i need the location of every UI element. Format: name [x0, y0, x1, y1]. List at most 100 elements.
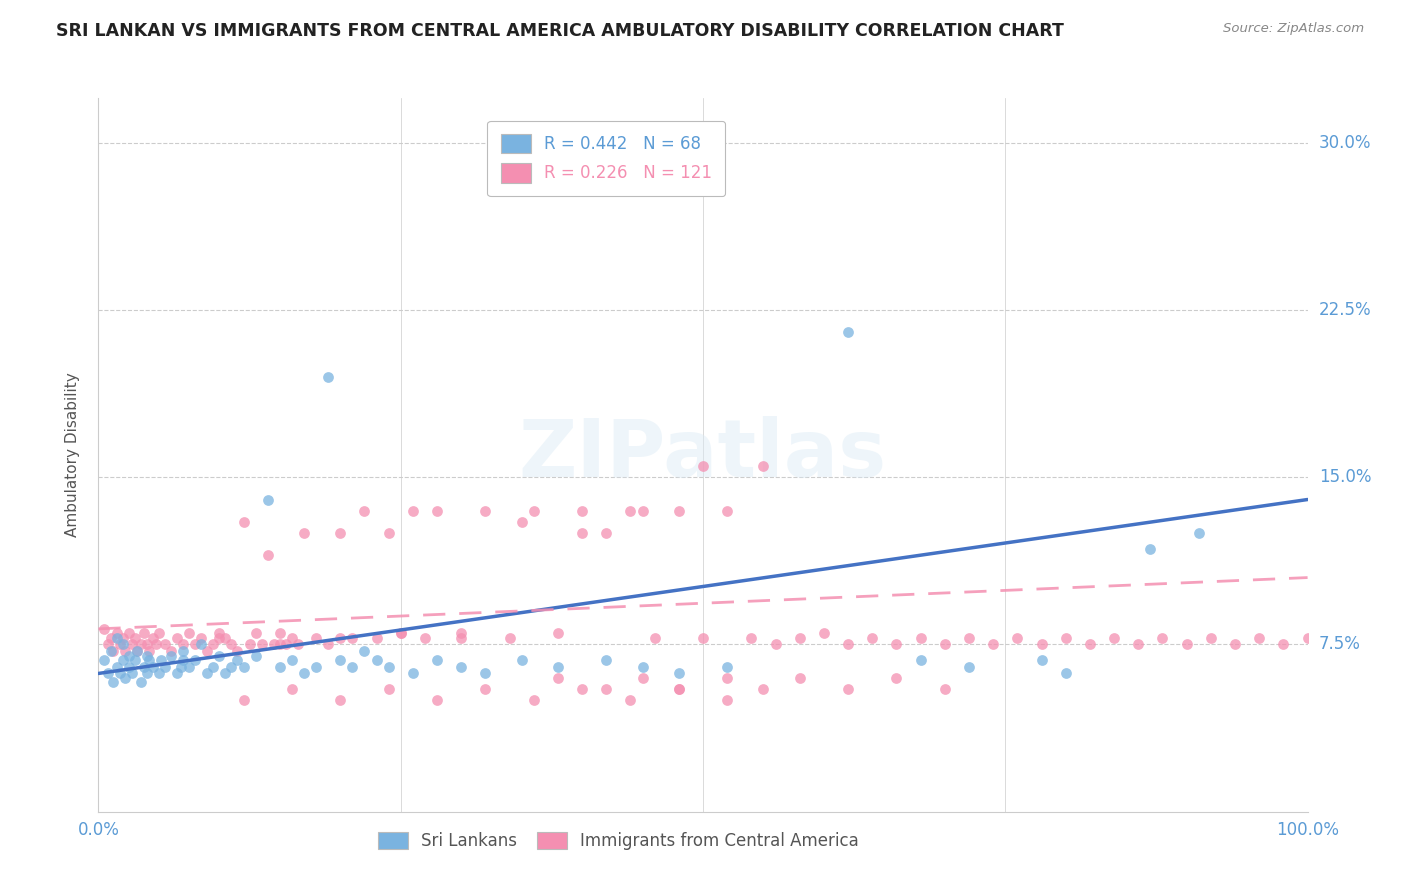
Point [389, 626, 412, 640]
Point [148, 666, 170, 681]
Point [129, 675, 152, 690]
Point [101, 644, 124, 658]
Point [138, 653, 160, 667]
Point [177, 660, 201, 674]
Point [1296, 631, 1319, 645]
Point [269, 637, 291, 651]
Point [353, 503, 375, 517]
Point [118, 648, 141, 663]
Point [1175, 637, 1198, 651]
Point [1199, 631, 1222, 645]
Point [668, 666, 690, 681]
Point [160, 644, 183, 658]
Point [631, 671, 654, 685]
Point [208, 626, 231, 640]
Point [127, 644, 149, 658]
Point [316, 637, 339, 651]
Point [1223, 637, 1246, 651]
Legend: Sri Lankans, Immigrants from Central America: Sri Lankans, Immigrants from Central Ame… [371, 825, 866, 857]
Point [202, 660, 225, 674]
Point [957, 660, 980, 674]
Point [752, 681, 775, 696]
Point [281, 681, 304, 696]
Point [129, 637, 152, 651]
Point [124, 631, 146, 645]
Point [138, 644, 160, 658]
Point [281, 653, 304, 667]
Point [121, 666, 143, 681]
Point [402, 503, 425, 517]
Point [256, 548, 278, 563]
Point [595, 526, 617, 541]
Point [595, 653, 617, 667]
Point [108, 666, 131, 681]
Point [232, 515, 254, 529]
Point [274, 637, 297, 651]
Point [245, 648, 267, 663]
Point [716, 693, 738, 707]
Point [692, 631, 714, 645]
Point [202, 637, 225, 651]
Point [172, 637, 194, 651]
Text: 30.0%: 30.0% [1319, 134, 1371, 152]
Point [595, 681, 617, 696]
Point [789, 671, 811, 685]
Point [377, 681, 399, 696]
Point [172, 653, 194, 667]
Text: 7.5%: 7.5% [1319, 635, 1361, 654]
Point [93, 622, 115, 636]
Point [571, 526, 593, 541]
Point [305, 660, 328, 674]
Point [450, 626, 472, 640]
Point [93, 653, 115, 667]
Point [644, 631, 666, 645]
Point [547, 671, 569, 685]
Point [342, 631, 364, 645]
Point [860, 631, 883, 645]
Point [752, 459, 775, 474]
Point [150, 653, 173, 667]
Point [134, 626, 156, 640]
Point [269, 626, 291, 640]
Point [221, 637, 243, 651]
Point [716, 503, 738, 517]
Point [239, 637, 262, 651]
Point [142, 631, 165, 645]
Point [292, 666, 315, 681]
Point [184, 637, 207, 651]
Point [111, 637, 134, 651]
Point [389, 626, 412, 640]
Point [571, 503, 593, 517]
Point [1078, 637, 1101, 651]
Point [172, 644, 194, 658]
Point [837, 637, 859, 651]
Text: ZIPatlas: ZIPatlas [519, 416, 887, 494]
Point [329, 631, 352, 645]
Point [281, 631, 304, 645]
Point [105, 660, 128, 674]
Point [214, 631, 236, 645]
Point [118, 626, 141, 640]
Point [1152, 631, 1174, 645]
Point [160, 648, 183, 663]
Point [250, 637, 273, 651]
Point [910, 631, 932, 645]
Text: Source: ZipAtlas.com: Source: ZipAtlas.com [1223, 22, 1364, 36]
Point [184, 653, 207, 667]
Point [1031, 637, 1053, 651]
Point [232, 660, 254, 674]
Point [1007, 631, 1029, 645]
Point [105, 631, 128, 645]
Point [97, 666, 120, 681]
Point [426, 693, 449, 707]
Point [226, 653, 249, 667]
Point [631, 503, 654, 517]
Point [886, 637, 908, 651]
Point [114, 671, 136, 685]
Point [208, 648, 231, 663]
Point [366, 653, 388, 667]
Point [269, 660, 291, 674]
Point [111, 653, 134, 667]
Point [692, 459, 714, 474]
Point [127, 644, 149, 658]
